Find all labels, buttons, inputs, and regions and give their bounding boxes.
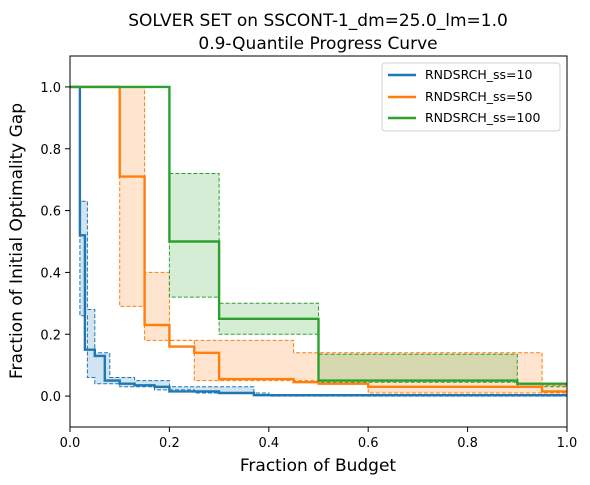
y-tick-label: 1.0 xyxy=(40,81,61,96)
y-axis: 0.0 0.2 0.4 0.6 0.8 1.0 xyxy=(40,81,70,405)
legend-box xyxy=(381,62,561,132)
legend: RNDSRCH_ss=10 RNDSRCH_ss=50 RNDSRCH_ss=1… xyxy=(381,62,561,132)
y-tick-label: 0.0 xyxy=(40,390,61,405)
y-tick-label: 0.6 xyxy=(40,205,61,220)
series-line-rndsrch-ss-50 xyxy=(70,85,567,393)
legend-label-ss100: RNDSRCH_ss=100 xyxy=(425,110,540,125)
y-axis-label: Fraction of Initial Optimality Gap xyxy=(7,103,27,379)
x-tick-label: 0.6 xyxy=(358,436,379,451)
y-tick-label: 0.8 xyxy=(40,143,61,158)
series-line-rndsrch-ss-100 xyxy=(70,85,567,385)
series-line-rndsrch-ss-10 xyxy=(70,85,567,397)
x-tick-label: 0.0 xyxy=(60,436,81,451)
band-lower-rndsrch-ss-10 xyxy=(70,86,567,397)
band-upper-rndsrch-ss-50 xyxy=(70,86,567,386)
x-tick-label: 0.4 xyxy=(258,436,279,451)
x-tick-label: 0.8 xyxy=(457,436,478,451)
y-tick-label: 0.4 xyxy=(40,266,61,281)
chart-title: SOLVER SET on SSCONT-1_dm=25.0_lm=1.0 xyxy=(128,11,508,31)
legend-label-ss50: RNDSRCH_ss=50 xyxy=(425,89,532,104)
chart-subtitle: 0.9-Quantile Progress Curve xyxy=(198,34,437,54)
x-axis: 0.0 0.2 0.4 0.6 0.8 1.0 xyxy=(60,427,578,451)
band-upper-rndsrch-ss-10 xyxy=(70,86,567,395)
plot-area xyxy=(70,85,567,397)
x-axis-label: Fraction of Budget xyxy=(240,456,397,476)
band-upper-rndsrch-ss-100 xyxy=(70,86,567,385)
legend-label-ss10: RNDSRCH_ss=10 xyxy=(425,67,532,82)
band-lower-rndsrch-ss-50 xyxy=(70,86,567,394)
y-tick-label: 0.2 xyxy=(40,328,61,343)
plot-frame xyxy=(69,55,568,428)
x-tick-label: 0.2 xyxy=(159,436,180,451)
x-tick-label: 1.0 xyxy=(557,436,578,451)
